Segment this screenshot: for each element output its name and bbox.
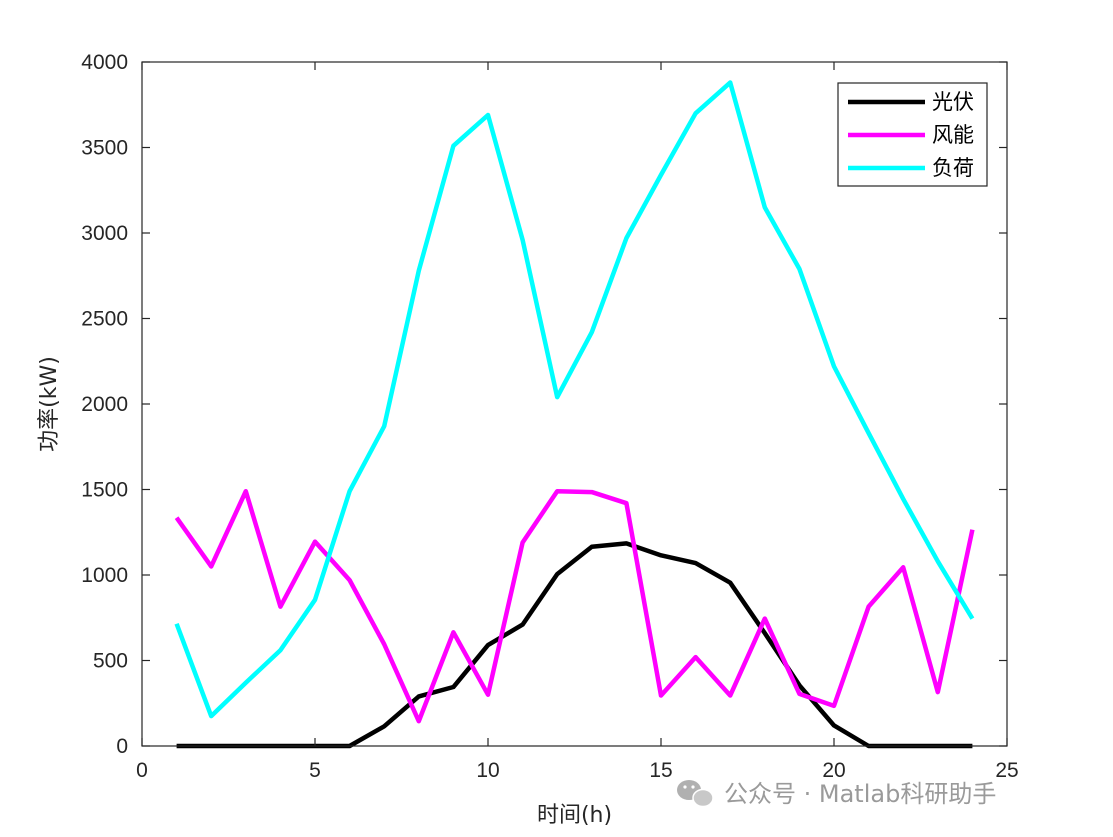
y-tick-label: 4000: [81, 51, 128, 74]
y-axis-label: 功率(kW): [37, 356, 62, 452]
wechat-icon: [677, 780, 714, 808]
y-tick-label: 3500: [81, 137, 128, 160]
x-tick-label: 20: [822, 759, 845, 782]
legend-label: 负荷: [932, 156, 974, 180]
x-tick-label: 10: [476, 759, 499, 782]
y-tick-label: 1500: [81, 479, 128, 502]
y-tick-label: 3000: [81, 222, 128, 245]
y-tick-label: 1000: [81, 564, 128, 587]
y-tick-label: 500: [93, 650, 128, 673]
y-tick-label: 2500: [81, 308, 128, 331]
y-tick-label: 2000: [81, 393, 128, 416]
x-tick-label: 0: [136, 759, 148, 782]
series-line-2: [174, 80, 975, 719]
y-tick-label: 0: [116, 735, 128, 758]
watermark: 公众号 · Matlab科研助手: [677, 780, 996, 808]
x-axis-label: 时间(h): [537, 803, 612, 828]
x-tick-label: 15: [649, 759, 672, 782]
x-tick-label: 25: [995, 759, 1018, 782]
watermark-text: 公众号 · Matlab科研助手: [724, 780, 996, 808]
ticks-layer: 0 5 10 15 20 25 0 500 1000 1500 2000 2500 3000 3500 40…: [81, 51, 1018, 782]
legend-label: 光伏: [932, 90, 974, 114]
legend-label: 风能: [932, 123, 974, 147]
x-tick-label: 5: [309, 759, 321, 782]
series-line-1: [174, 488, 975, 724]
